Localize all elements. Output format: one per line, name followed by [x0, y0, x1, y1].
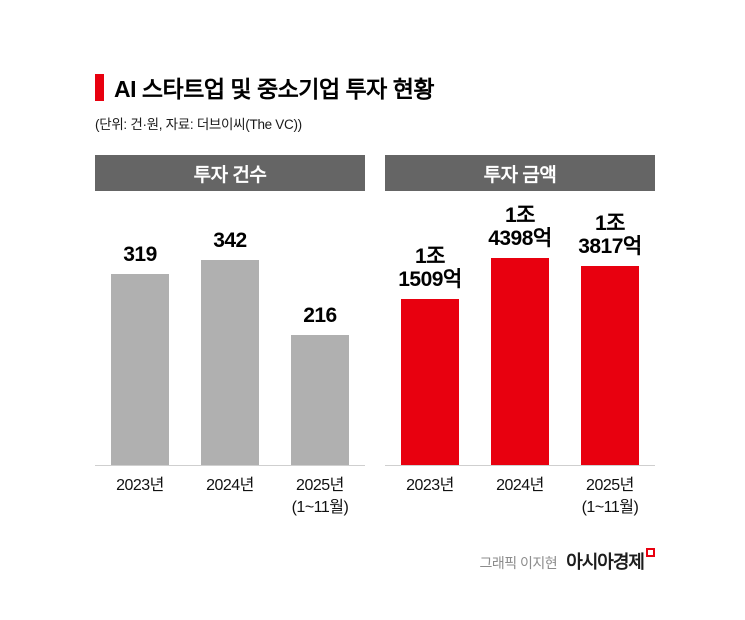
chart-investment-count-plot: 319 342 216 [95, 191, 365, 466]
x-label-2024: 2024년 [206, 477, 254, 494]
bar-2023-count [110, 274, 169, 465]
bar-value-label: 319 [123, 243, 157, 267]
title-row: AI 스타트업 및 중소기업 투자 현황 [95, 70, 655, 104]
bar-2023-amount [400, 299, 459, 465]
unit-source-note: (단위: 건·원, 자료: 더브이씨(The VC)) [95, 117, 302, 132]
bar-value-label: 1조 3817억 [578, 211, 642, 259]
bar-2025-count [290, 335, 349, 465]
x-label-2025: 2025년 (1~11월) [291, 477, 349, 516]
x-label-2025: 2025년 (1~11월) [581, 477, 639, 516]
x-label-2023: 2023년 [116, 477, 164, 494]
bar-value-label: 216 [303, 304, 337, 328]
header: AI 스타트업 및 중소기업 투자 현황 (단위: 건·원, 자료: 더브이씨(… [95, 70, 655, 133]
bar-value-label: 1조 4398억 [488, 203, 552, 251]
brand-logo-mark-icon [646, 548, 655, 558]
chart-investment-amount-title: 투자 금액 [385, 155, 655, 191]
bar-group-2025: 216 [275, 191, 365, 465]
bar-group-2024: 342 [185, 191, 275, 465]
title-accent-bar [95, 73, 104, 101]
bar-2024-count [200, 260, 259, 465]
bar-2025-amount [580, 266, 639, 465]
graphic-credit: 그래픽 이지현 [479, 555, 558, 572]
bar-group-2023: 319 [95, 191, 185, 465]
brand-logo: 아시아경제 [566, 552, 645, 573]
chart-investment-count: 투자 건수 319 342 216 2023년 2024년 2025년 (1 [95, 155, 365, 518]
chart-investment-amount-plot: 1조 1509억 1조 4398억 1조 3817억 [385, 191, 655, 466]
bar-2024-amount [490, 258, 549, 465]
x-axis-labels: 2023년 2024년 2025년 (1~11월) [385, 475, 655, 518]
footer-credit: 그래픽 이지현 아시아경제 [95, 548, 655, 574]
charts-row: 투자 건수 319 342 216 2023년 2024년 2025년 (1 [95, 155, 655, 518]
bar-group-2025: 1조 3817억 [565, 191, 655, 465]
bar-value-label: 342 [213, 229, 247, 253]
x-axis-labels: 2023년 2024년 2025년 (1~11월) [95, 475, 365, 518]
page-title: AI 스타트업 및 중소기업 투자 현황 [114, 76, 435, 102]
chart-investment-count-title: 투자 건수 [95, 155, 365, 191]
chart-investment-amount: 투자 금액 1조 1509억 1조 4398억 1조 3817억 2023년 2… [385, 155, 655, 518]
x-label-2023: 2023년 [406, 477, 454, 494]
bar-value-label: 1조 1509억 [398, 244, 462, 292]
x-label-2024: 2024년 [496, 477, 544, 494]
bar-group-2024: 1조 4398억 [475, 191, 565, 465]
bar-group-2023: 1조 1509억 [385, 191, 475, 465]
